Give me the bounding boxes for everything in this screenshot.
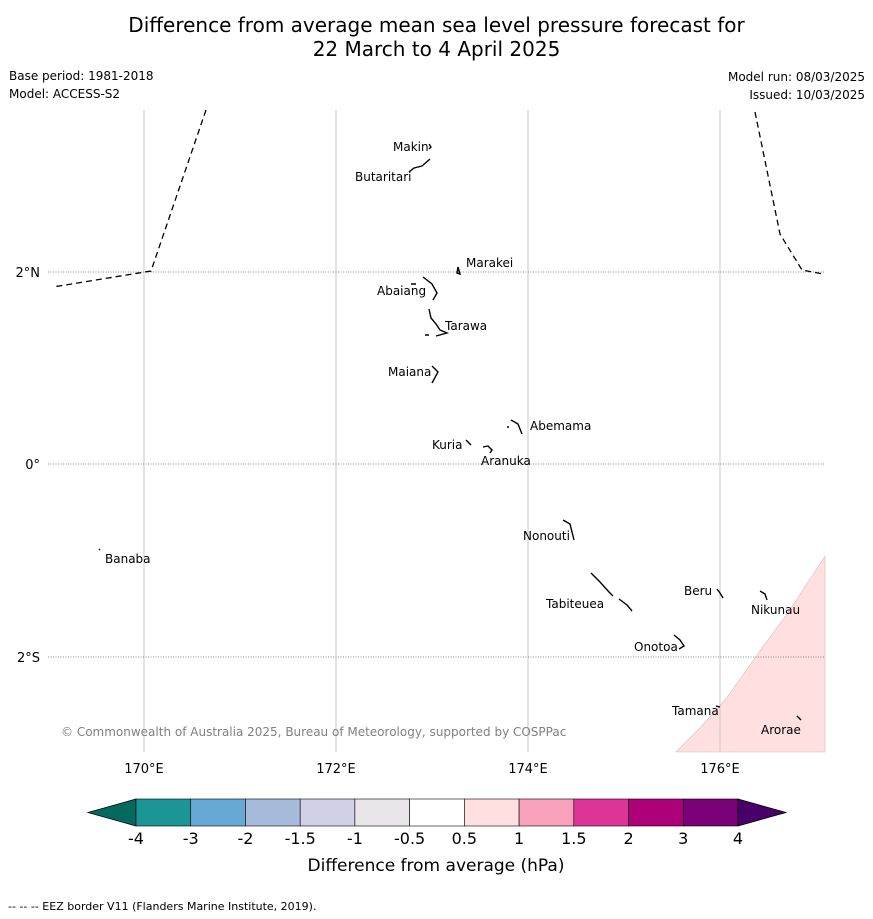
island-label-aranuka: Aranuka bbox=[481, 454, 531, 468]
colorbar-tick-label: -2 bbox=[237, 829, 253, 848]
island-shape-nikunau bbox=[759, 590, 768, 601]
colorbar-bin bbox=[190, 798, 246, 827]
colorbar-tick-label: -4 bbox=[128, 829, 144, 848]
island-shape-kuria bbox=[465, 439, 472, 446]
colorbar-bin bbox=[682, 798, 739, 827]
island-shape-beru bbox=[716, 588, 724, 599]
base-period: Base period: 1981-2018 bbox=[9, 69, 154, 83]
colorbar-ticks: -4 -3 -2 -1.5 -1 -0.5 0.5 1 1.5 2 3 4 bbox=[128, 829, 743, 848]
island-label-onotoa: Onotoa bbox=[634, 640, 678, 654]
island-label-beru: Beru bbox=[684, 584, 712, 598]
island-shapes bbox=[98, 143, 802, 721]
colorbar-tick-label: 1 bbox=[514, 829, 524, 848]
colorbar-low-extension bbox=[86, 798, 137, 827]
colorbar-tick-label: 2 bbox=[623, 829, 633, 848]
colorbar-tick-label: 4 bbox=[733, 829, 743, 848]
colorbar-bin bbox=[628, 798, 684, 827]
model-run: Model run: 08/03/2025 bbox=[727, 70, 865, 84]
island-shape-onotoa bbox=[673, 634, 685, 650]
eez-border-east bbox=[754, 111, 824, 275]
eez-border-west bbox=[52, 109, 207, 288]
model-name: Model: ACCESS-S2 bbox=[9, 87, 121, 101]
island-shape-banaba bbox=[98, 548, 101, 551]
colorbar-label: Difference from average (hPa) bbox=[308, 856, 565, 876]
colorbar-bin bbox=[354, 798, 410, 827]
island-shape-arorae bbox=[796, 715, 802, 721]
island-label-marakei: Marakei bbox=[466, 256, 513, 270]
pressure-anomaly-map: Makin Butaritari Marakei Abaiang Tarawa … bbox=[16, 109, 826, 777]
island-label-tarawa: Tarawa bbox=[444, 319, 487, 333]
lon-tick-172e: 172°E bbox=[316, 762, 356, 777]
island-shape-aranuka bbox=[482, 445, 493, 454]
island-shape-butaritari bbox=[408, 158, 431, 173]
island-label-arorae: Arorae bbox=[761, 723, 801, 737]
island-shape-tamana bbox=[715, 705, 721, 708]
island-shape-tarawa bbox=[425, 308, 450, 337]
colorbar-bins bbox=[135, 798, 739, 827]
island-shape-abemama bbox=[507, 419, 523, 435]
island-label-abemama: Abemama bbox=[530, 419, 591, 433]
colorbar-tick-label: -1 bbox=[347, 829, 363, 848]
colorbar-bin bbox=[573, 798, 629, 827]
lat-tick-0: 0° bbox=[25, 458, 40, 473]
lon-tick-170e: 170°E bbox=[124, 762, 164, 777]
colorbar-bin bbox=[518, 798, 575, 827]
island-label-makin: Makin bbox=[393, 140, 429, 154]
island-label-butaritari: Butaritari bbox=[355, 170, 412, 184]
island-label-kuria: Kuria bbox=[432, 438, 463, 452]
colorbar-bin bbox=[299, 798, 356, 827]
island-label-nikunau: Nikunau bbox=[751, 603, 800, 617]
island-label-nonouti: Nonouti bbox=[523, 529, 570, 543]
copyright-note: © Commonwealth of Australia 2025, Bureau… bbox=[61, 725, 567, 739]
colorbar-tick-label: -3 bbox=[183, 829, 199, 848]
island-shape-tabiteuea bbox=[590, 572, 633, 612]
colorbar-tick-label: 0.5 bbox=[452, 829, 477, 848]
lon-tick-176e: 176°E bbox=[700, 762, 740, 777]
island-shape-marakei bbox=[456, 266, 462, 276]
colorbar-high-extension bbox=[737, 798, 788, 827]
colorbar-tick-label: 1.5 bbox=[561, 829, 586, 848]
title-line-2: 22 March to 4 April 2025 bbox=[312, 37, 561, 61]
island-shape-maiana bbox=[431, 365, 439, 384]
title-line-1: Difference from average mean sea level p… bbox=[128, 13, 745, 37]
eez-source-note: -- -- -- EEZ border V11 (Flanders Marine… bbox=[8, 900, 317, 913]
colorbar-bin bbox=[409, 798, 465, 827]
colorbar-tick-label: 3 bbox=[678, 829, 688, 848]
colorbar-bin bbox=[464, 798, 520, 827]
colorbar-bin bbox=[245, 798, 301, 827]
island-label-banaba: Banaba bbox=[105, 552, 151, 566]
colorbar-tick-label: -1.5 bbox=[285, 829, 316, 848]
island-label-maiana: Maiana bbox=[388, 365, 431, 379]
colorbar-tick-label: -0.5 bbox=[394, 829, 425, 848]
island-label-tamana: Tamana bbox=[671, 704, 719, 718]
anomaly-region-positive bbox=[675, 554, 826, 753]
island-shape-abaiang bbox=[411, 276, 438, 301]
issued-date: Issued: 10/03/2025 bbox=[749, 88, 865, 102]
island-label-abaiang: Abaiang bbox=[377, 284, 426, 298]
lat-tick-2n: 2°N bbox=[16, 266, 41, 281]
island-label-tabiteuea: Tabiteuea bbox=[545, 597, 604, 611]
island-shape-makin bbox=[428, 143, 432, 150]
lon-tick-174e: 174°E bbox=[508, 762, 548, 777]
lat-tick-2s: 2°S bbox=[17, 651, 40, 666]
island-shape-nonouti bbox=[562, 519, 575, 541]
colorbar-bin bbox=[135, 798, 192, 827]
